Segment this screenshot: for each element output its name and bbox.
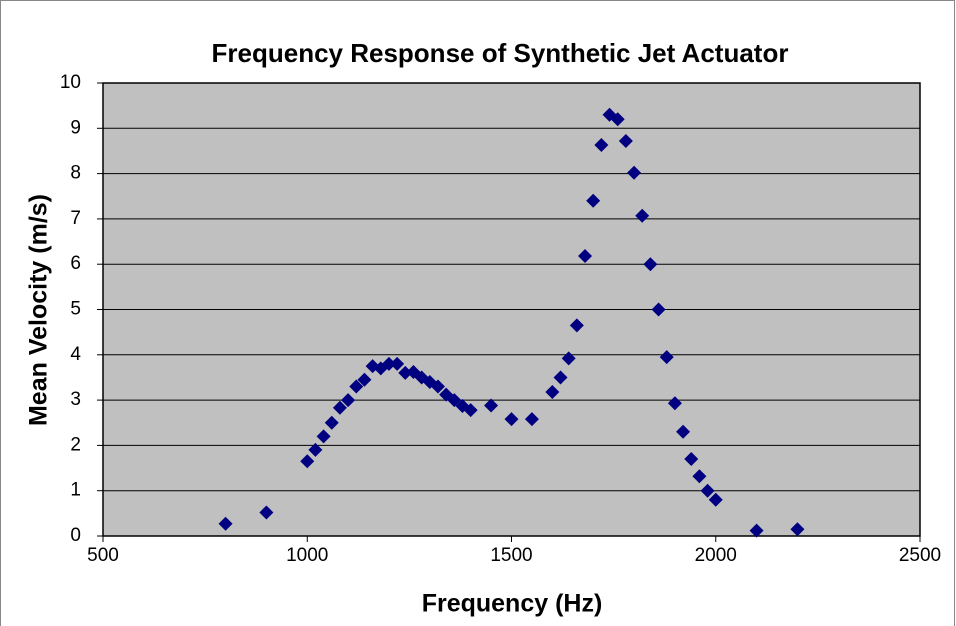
data-point: [676, 424, 691, 439]
data-point: [398, 365, 413, 380]
y-tick-label: 2: [70, 434, 81, 455]
y-tick-label: 8: [70, 163, 81, 184]
x-axis-label: Frequency (Hz): [422, 590, 603, 618]
data-point: [578, 249, 593, 264]
data-point: [667, 396, 682, 411]
y-tick-label: 7: [70, 208, 81, 229]
x-tick-label: 1500: [490, 545, 532, 566]
data-point: [618, 133, 633, 148]
y-tick-label: 0: [70, 525, 81, 546]
y-tick-label: 3: [70, 389, 81, 410]
data-point: [218, 516, 233, 531]
data-point: [635, 208, 650, 223]
chart-title: Frequency Response of Synthetic Jet Actu…: [212, 38, 789, 68]
data-point: [324, 415, 339, 430]
data-point: [504, 412, 519, 427]
data-point: [357, 372, 372, 387]
data-point: [484, 398, 499, 413]
y-tick-label: 10: [60, 72, 81, 93]
data-point: [463, 403, 478, 418]
data-point: [341, 393, 356, 408]
data-point: [316, 429, 331, 444]
y-axis-label: Mean Velocity (m/s): [25, 194, 53, 426]
data-point: [643, 257, 658, 272]
x-tick-label: 500: [87, 545, 119, 566]
y-tick-label: 5: [70, 299, 81, 320]
data-point: [430, 379, 445, 394]
y-tick-label: 9: [70, 117, 81, 138]
data-point: [300, 454, 315, 469]
data-point: [447, 393, 462, 408]
data-point: [308, 442, 323, 457]
y-tick-label: 1: [70, 480, 81, 501]
data-point: [627, 165, 642, 180]
y-tick-label: 6: [70, 253, 81, 274]
x-tick-label: 2500: [899, 545, 941, 566]
data-point: [700, 483, 715, 498]
data-point: [651, 302, 666, 317]
data-point: [790, 522, 805, 537]
x-tick-label: 2000: [695, 545, 737, 566]
plot-border: [102, 82, 921, 537]
y-tick-label: 4: [70, 344, 81, 365]
data-point: [610, 112, 625, 127]
data-point: [332, 400, 347, 415]
data-point: [569, 318, 584, 333]
data-point: [381, 356, 396, 371]
data-point: [553, 370, 568, 385]
data-point: [586, 193, 601, 208]
data-point: [390, 356, 405, 371]
data-point: [594, 138, 609, 153]
data-point: [749, 523, 764, 538]
data-point: [259, 505, 274, 520]
data-point: [524, 412, 539, 427]
data-point: [708, 492, 723, 507]
data-point: [545, 384, 560, 399]
data-point: [561, 351, 576, 366]
data-point: [684, 451, 699, 466]
data-point: [659, 350, 674, 365]
data-point: [692, 469, 707, 484]
x-tick-label: 1000: [286, 545, 328, 566]
data-point: [349, 379, 364, 394]
